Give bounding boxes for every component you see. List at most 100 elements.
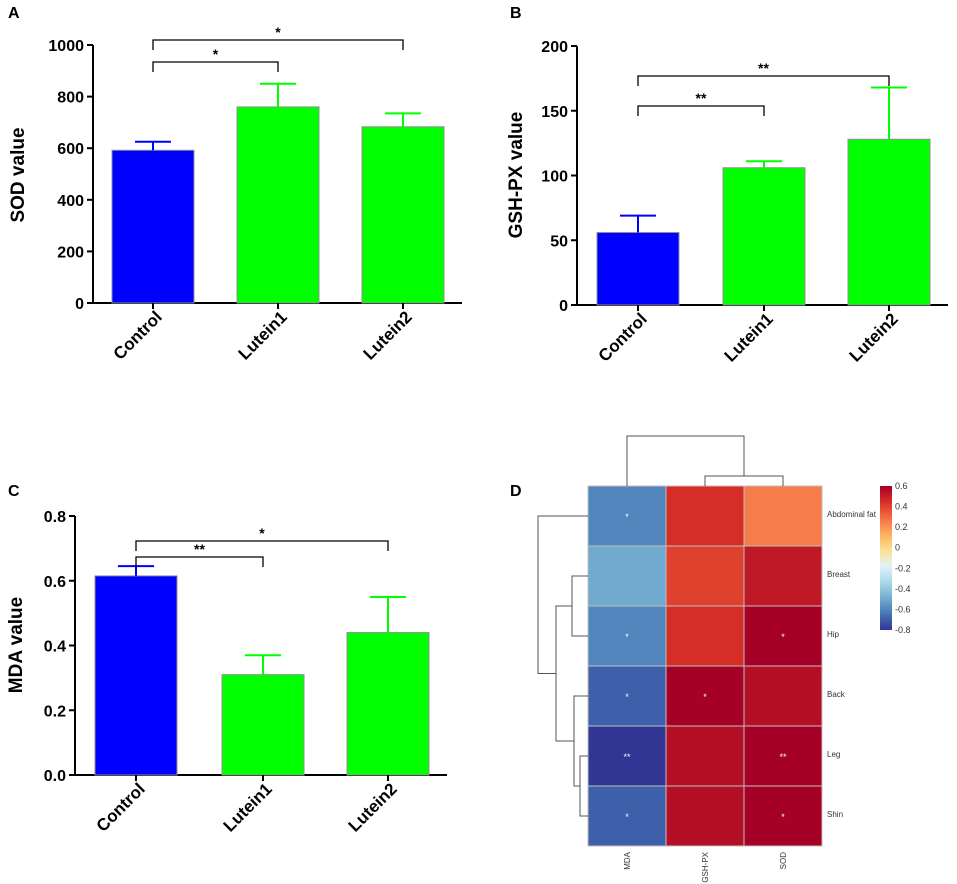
x-tick-label-lutein2: Lutein2	[360, 307, 416, 363]
x-tick-label-lutein1: Lutein1	[220, 779, 276, 835]
colorbar-tick-label: -0.6	[895, 604, 911, 614]
x-tick-label-control: Control	[595, 309, 651, 365]
x-tick-label-lutein1: Lutein1	[235, 307, 291, 363]
row-label: Shin	[827, 810, 843, 819]
x-tick-label-control: Control	[110, 307, 166, 363]
row-dendrogram-branch	[579, 755, 588, 817]
significance-mark: **	[623, 752, 631, 762]
panel-label-d: D	[510, 483, 522, 500]
y-tick-label: 0.6	[44, 574, 66, 591]
panel-c-mda-chart: 0.0 0.2 0.4 0.6 0.8 MDA value Control Lutein1 Lu…	[6, 509, 447, 836]
heatmap-cell	[587, 725, 667, 787]
significance-label: **	[696, 90, 707, 106]
significance-bracket	[135, 540, 389, 551]
x-tick-label-lutein2: Lutein2	[345, 779, 401, 835]
y-tick-label: 100	[541, 169, 568, 186]
y-tick-label: 50	[550, 233, 568, 250]
colorbar-tick-label: 0.2	[895, 522, 908, 532]
column-label: GSH-PX	[701, 851, 710, 882]
heatmap-cell	[743, 545, 823, 607]
panel-a-sod-chart: 0 200 400 600 800 1000 SOD value Control Lutein1…	[8, 24, 462, 364]
significance-mark: *	[703, 692, 707, 702]
bar-lutein2	[847, 138, 931, 306]
colorbar-tick-label: -0.4	[895, 584, 911, 594]
row-dendrogram-branch	[555, 605, 574, 742]
y-tick-label: 600	[57, 141, 84, 158]
significance-bracket	[135, 556, 264, 567]
significance-mark: *	[625, 632, 629, 642]
row-label: Abdominal fat	[827, 510, 877, 519]
column-dendrogram-branch	[704, 475, 784, 486]
heatmap-cell	[587, 605, 667, 667]
row-dendrogram-branch	[571, 575, 588, 637]
heatmap-cell	[587, 485, 667, 547]
colorbar-tick-label: 0.6	[895, 481, 908, 491]
row-label: Back	[827, 690, 846, 699]
panel-d-heatmap: ** ** *** *** *Abdominal fatBreastHipBackLeg…	[537, 435, 911, 883]
panel-label-c: C	[8, 483, 20, 500]
bar-control	[111, 149, 195, 304]
y-axis-title: GSH-PX value	[506, 112, 527, 239]
y-tick-label: 200	[541, 39, 568, 56]
x-tick-label-lutein2: Lutein2	[846, 309, 902, 365]
row-dendrogram-branch	[537, 515, 588, 674]
panel-label-b: B	[510, 5, 522, 22]
significance-mark: *	[781, 812, 785, 822]
significance-label: *	[259, 525, 265, 541]
significance-label: *	[275, 24, 281, 40]
heatmap-cell	[665, 725, 745, 787]
y-tick-label: 150	[541, 104, 568, 121]
y-tick-label: 1000	[48, 38, 84, 55]
heatmap-cell	[587, 545, 667, 607]
significance-mark: *	[625, 512, 629, 522]
significance-mark: *	[625, 692, 629, 702]
heatmap-cell	[587, 785, 667, 847]
heatmap-cell	[743, 485, 823, 547]
bar-lutein1	[722, 167, 806, 306]
colorbar-tick-label: 0.4	[895, 502, 908, 512]
bar-lutein2	[361, 126, 445, 304]
significance-bracket	[152, 61, 279, 72]
significance-mark: *	[625, 812, 629, 822]
significance-label: *	[213, 46, 219, 62]
colorbar-tick-label: -0.2	[895, 563, 911, 573]
significance-mark: **	[779, 752, 787, 762]
y-tick-label: 200	[57, 244, 84, 261]
panel-b-gshpx-chart: 0 50 100 150 200 GSH-PX value Control Lutein1 Lu…	[506, 39, 948, 366]
heatmap-cell	[743, 785, 823, 847]
row-label: Breast	[827, 570, 851, 579]
significance-bracket	[637, 75, 890, 86]
heatmap-cell	[665, 665, 745, 727]
significance-mark: *	[781, 632, 785, 642]
panel-label-a: A	[8, 5, 20, 22]
y-axis-title: MDA value	[6, 597, 27, 693]
y-tick-label: 400	[57, 193, 84, 210]
bar-lutein1	[236, 106, 320, 304]
y-tick-label: 0	[75, 296, 84, 313]
heatmap-cell	[587, 665, 667, 727]
x-tick-label-lutein1: Lutein1	[721, 309, 777, 365]
heatmap-cell	[665, 785, 745, 847]
column-label: SOD	[779, 852, 788, 870]
heatmap-cell	[665, 485, 745, 547]
y-axis-title: SOD value	[8, 127, 29, 222]
bar-lutein2	[346, 632, 430, 776]
column-dendrogram-branch	[626, 435, 745, 486]
y-tick-label: 0.8	[44, 509, 66, 526]
colorbar	[880, 486, 892, 630]
significance-bracket	[152, 39, 404, 50]
y-tick-label: 0.4	[44, 639, 66, 656]
colorbar-tick-label: 0	[895, 543, 900, 553]
significance-label: **	[758, 60, 769, 76]
heatmap-cell	[743, 665, 823, 727]
y-tick-label: 800	[57, 90, 84, 107]
heatmap-cell	[743, 605, 823, 667]
row-dendrogram-branch	[573, 695, 588, 787]
bar-control	[94, 575, 178, 776]
bar-lutein1	[221, 674, 305, 776]
heatmap-cell	[743, 725, 823, 787]
significance-label: **	[194, 541, 205, 557]
y-tick-label: 0	[559, 298, 568, 315]
row-label: Hip	[827, 630, 840, 639]
